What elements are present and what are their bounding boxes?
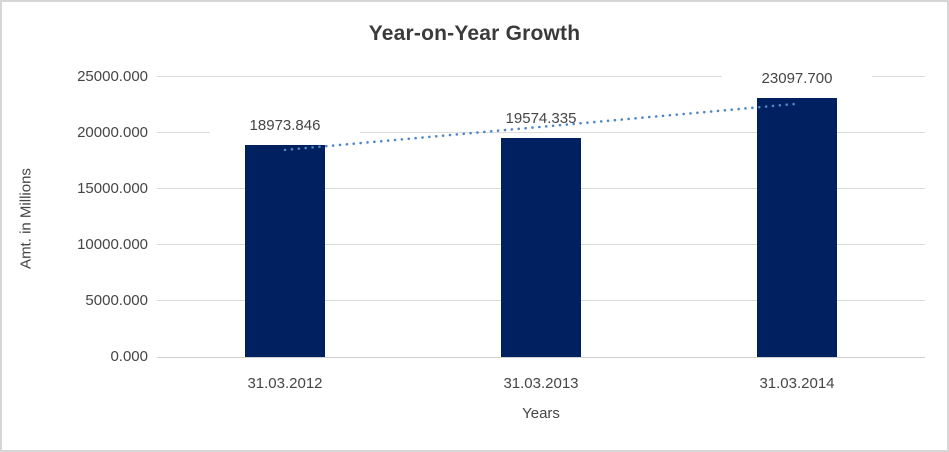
y-tick-label: 10000.000 — [77, 236, 148, 253]
chart-title: Year-on-Year Growth — [368, 22, 581, 45]
x-tick-label: 31.03.2014 — [759, 375, 835, 392]
y-tick-label: 20000.000 — [77, 124, 148, 141]
gridline — [157, 76, 925, 77]
bar-31.03.2013[interactable] — [501, 137, 581, 357]
y-tick-label: 5000.000 — [85, 292, 148, 309]
gridline — [157, 132, 925, 133]
y-tick-label: 25000.000 — [77, 68, 148, 85]
x-axis-title: Years — [522, 405, 560, 422]
bar-value-label: 19574.335 — [466, 109, 616, 127]
x-axis-line — [157, 357, 925, 358]
x-tick-label: 31.03.2012 — [247, 375, 323, 392]
plot-area: 18973.846 19574.335 23097.700 — [157, 70, 925, 358]
bar-value-label: 18973.846 — [210, 116, 360, 134]
trendline — [283, 102, 799, 152]
y-axis-title: Amt. in Millions — [17, 168, 35, 269]
bar-value-label: 23097.700 — [722, 70, 872, 88]
x-tick-label: 31.03.2013 — [503, 375, 579, 392]
y-tick-label: 0.000 — [110, 348, 148, 365]
bar-31.03.2014[interactable] — [757, 98, 837, 357]
y-tick-label: 15000.000 — [77, 180, 148, 197]
bar-31.03.2012[interactable] — [245, 144, 325, 357]
